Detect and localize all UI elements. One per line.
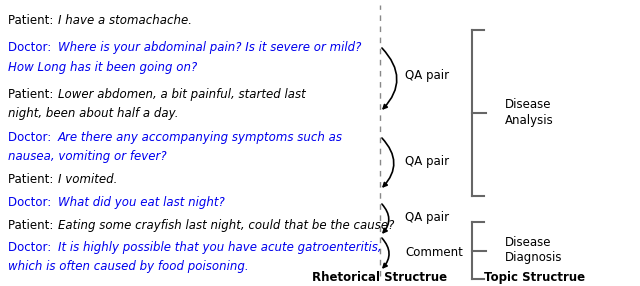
Text: Where is your abdominal pain? Is it severe or mild?: Where is your abdominal pain? Is it seve… (58, 41, 362, 54)
Text: Rhetorical Structrue: Rhetorical Structrue (312, 271, 447, 284)
Text: Disease
Diagnosis: Disease Diagnosis (505, 235, 563, 265)
Text: Patient:: Patient: (8, 173, 57, 186)
Text: Are there any accompanying symptoms such as: Are there any accompanying symptoms such… (58, 131, 343, 144)
Text: It is highly possible that you have acute gatroenteritis,: It is highly possible that you have acut… (58, 241, 381, 254)
Text: Patient:: Patient: (8, 14, 57, 27)
Text: QA pair: QA pair (405, 154, 449, 168)
Text: QA pair: QA pair (405, 69, 449, 82)
Text: Eating some crayfish last night, could that be the cause?: Eating some crayfish last night, could t… (58, 219, 394, 232)
Text: which is often caused by food poisoning.: which is often caused by food poisoning. (8, 260, 248, 273)
Text: I have a stomachache.: I have a stomachache. (58, 14, 192, 27)
Text: Patient:: Patient: (8, 88, 57, 101)
Text: Lower abdomen, a bit painful, started last: Lower abdomen, a bit painful, started la… (58, 88, 306, 101)
Text: night, been about half a day.: night, been about half a day. (8, 107, 179, 120)
Text: I vomited.: I vomited. (58, 173, 117, 186)
Text: What did you eat last night?: What did you eat last night? (58, 196, 225, 209)
Text: nausea, vomiting or fever?: nausea, vomiting or fever? (8, 150, 166, 163)
Text: Disease
Analysis: Disease Analysis (505, 98, 554, 128)
Text: Doctor:: Doctor: (8, 131, 55, 144)
Text: Comment: Comment (405, 245, 463, 259)
FancyArrowPatch shape (382, 138, 394, 187)
Text: QA pair: QA pair (405, 210, 449, 223)
Text: Doctor:: Doctor: (8, 241, 55, 254)
FancyArrowPatch shape (382, 48, 397, 109)
Text: Doctor:: Doctor: (8, 41, 55, 54)
Text: How Long has it been going on?: How Long has it been going on? (8, 61, 197, 74)
FancyArrowPatch shape (382, 204, 389, 233)
Text: Doctor:: Doctor: (8, 196, 55, 209)
FancyArrowPatch shape (382, 238, 389, 268)
Text: Patient:: Patient: (8, 219, 57, 232)
Text: Topic Structrue: Topic Structrue (484, 271, 586, 284)
